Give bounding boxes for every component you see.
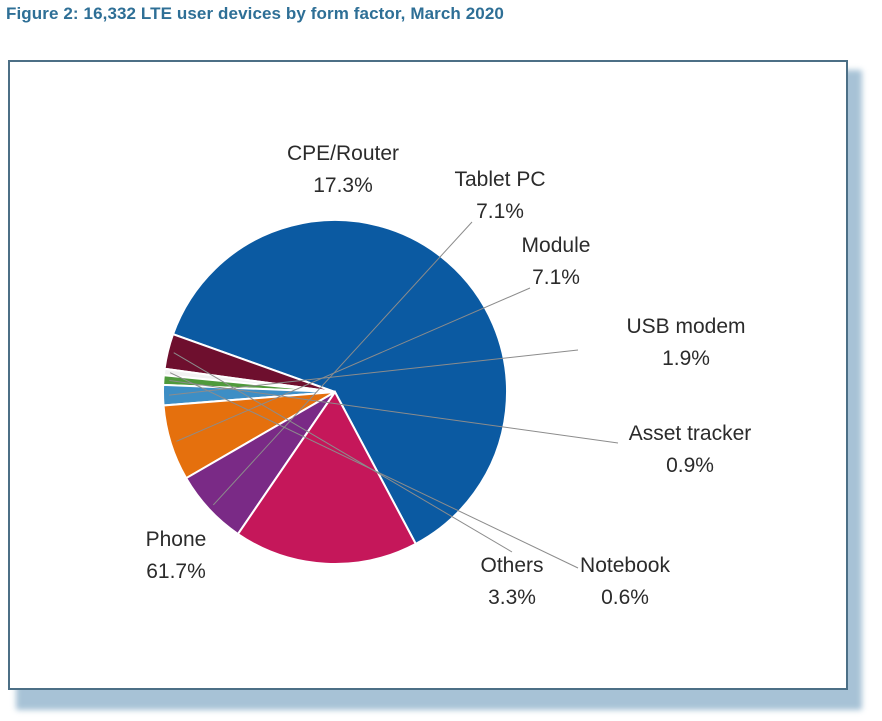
pie-slice-phone	[171, 219, 508, 546]
leader-line-usb-modem	[168, 349, 579, 396]
leader-line-notebook	[169, 372, 579, 569]
slice-value-usb-modem: 1.9%	[662, 347, 710, 370]
slice-value-asset-tracker: 0.9%	[666, 454, 714, 477]
slice-value-others: 3.3%	[488, 586, 536, 609]
pie-slices	[162, 219, 508, 565]
leader-line-tablet-pc	[212, 221, 473, 506]
leader-line-module	[176, 287, 531, 442]
slice-name-module: Module	[522, 234, 591, 257]
slice-name-cpe-router: CPE/Router	[287, 142, 399, 165]
slice-value-tablet-pc: 7.1%	[476, 200, 524, 223]
slice-name-usb-modem: USB modem	[626, 315, 745, 338]
slice-name-asset-tracker: Asset tracker	[629, 422, 752, 445]
figure-title: Figure 2: 16,332 LTE user devices by for…	[6, 4, 504, 23]
slice-name-others: Others	[480, 554, 543, 577]
slice-value-phone: 61.7%	[146, 560, 206, 583]
slice-value-module: 7.1%	[532, 266, 580, 289]
leader-lines	[168, 221, 619, 569]
slice-name-tablet-pc: Tablet PC	[454, 168, 545, 191]
slice-name-phone: Phone	[146, 528, 207, 551]
leader-line-others	[173, 352, 513, 553]
leader-line-asset-tracker	[169, 379, 619, 444]
slice-labels: Phone 61.7% Others 3.3% Notebook 0.6% Asset tr…	[146, 142, 752, 609]
slice-name-notebook: Notebook	[580, 554, 670, 577]
pie-slice-cpe-router	[236, 390, 418, 565]
slice-value-notebook: 0.6%	[601, 586, 649, 609]
slice-value-cpe-router: 17.3%	[313, 174, 373, 197]
